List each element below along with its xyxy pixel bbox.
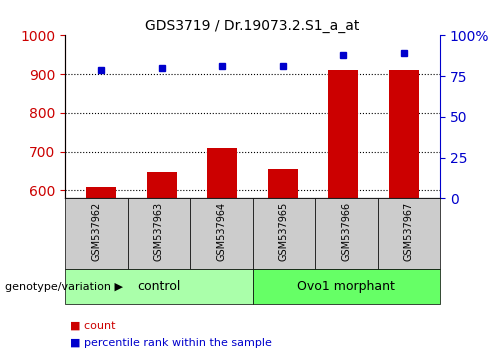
Bar bbox=[328, 69, 358, 198]
Text: GSM537966: GSM537966 bbox=[341, 202, 351, 261]
Text: GSM537963: GSM537963 bbox=[154, 202, 164, 261]
Text: control: control bbox=[137, 280, 180, 293]
Bar bbox=[86, 187, 117, 198]
Bar bbox=[207, 148, 238, 198]
Bar bbox=[146, 172, 177, 198]
Text: GSM537967: GSM537967 bbox=[404, 202, 414, 261]
Text: genotype/variation ▶: genotype/variation ▶ bbox=[5, 282, 123, 292]
Text: ■ count: ■ count bbox=[70, 321, 116, 331]
Text: GSM537965: GSM537965 bbox=[279, 202, 289, 261]
Text: GSM537962: GSM537962 bbox=[91, 202, 101, 261]
Text: ■ percentile rank within the sample: ■ percentile rank within the sample bbox=[70, 338, 272, 348]
Text: GSM537964: GSM537964 bbox=[216, 202, 226, 261]
Bar bbox=[268, 169, 298, 198]
Bar bbox=[388, 69, 419, 198]
Text: Ovo1 morphant: Ovo1 morphant bbox=[298, 280, 395, 293]
Title: GDS3719 / Dr.19073.2.S1_a_at: GDS3719 / Dr.19073.2.S1_a_at bbox=[146, 19, 360, 33]
